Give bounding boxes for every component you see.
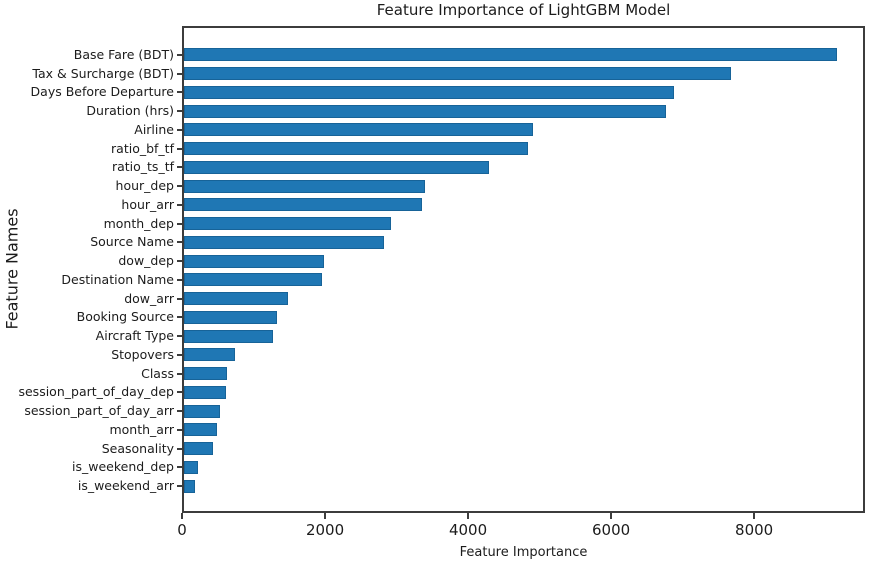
y-tick-mark <box>177 485 182 488</box>
bar <box>184 423 217 437</box>
y-tick-label: Source Name <box>90 234 174 250</box>
x-tick-label: 8000 <box>735 521 774 539</box>
bar <box>184 254 324 268</box>
y-tick-label: Airline <box>134 121 174 137</box>
y-tick-label: month_arr <box>109 421 174 437</box>
y-tick-mark <box>177 91 182 94</box>
bar <box>184 217 391 231</box>
y-tick-label: is_weekend_arr <box>77 478 174 494</box>
y-tick-mark <box>177 447 182 450</box>
y-tick-label: hour_arr <box>121 196 174 212</box>
y-tick-mark <box>177 335 182 338</box>
bar <box>184 460 198 474</box>
y-tick-label: Aircraft Type <box>95 328 174 344</box>
y-tick-mark <box>177 185 182 188</box>
y-tick-mark <box>177 166 182 169</box>
y-tick-label: Destination Name <box>61 271 174 287</box>
bar <box>184 235 384 249</box>
y-tick-mark <box>177 466 182 469</box>
y-tick-label: ratio_bf_tf <box>111 140 174 156</box>
y-tick-label: Seasonality <box>101 440 174 456</box>
y-tick-mark <box>177 203 182 206</box>
bar <box>184 367 227 381</box>
bar <box>184 273 322 287</box>
bar <box>184 85 674 99</box>
y-tick-label: Booking Source <box>76 309 174 325</box>
y-tick-label: Class <box>141 365 174 381</box>
y-tick-label: dow_dep <box>118 253 174 269</box>
bar <box>184 348 235 362</box>
y-tick-label: is_weekend_dep <box>72 459 174 475</box>
bar <box>184 385 226 399</box>
y-tick-label: dow_arr <box>124 290 174 306</box>
y-tick-label: session_part_of_day_arr <box>24 403 174 419</box>
y-tick-mark <box>177 241 182 244</box>
y-tick-mark <box>177 128 182 131</box>
y-tick-mark <box>177 316 182 319</box>
y-tick-mark <box>177 391 182 394</box>
bar <box>184 48 837 62</box>
bar <box>184 67 731 81</box>
y-tick-mark <box>177 260 182 263</box>
x-tick-mark <box>324 513 327 519</box>
x-tick-mark <box>181 513 183 519</box>
x-axis-label: Feature Importance <box>459 545 588 560</box>
bar <box>184 442 213 456</box>
x-tick-mark <box>467 513 470 519</box>
x-tick-mark <box>753 513 756 519</box>
bar <box>184 329 273 343</box>
y-tick-label: Stopovers <box>111 346 174 362</box>
y-tick-mark <box>177 278 182 281</box>
bar <box>184 142 528 156</box>
chart-title: Feature Importance of LightGBM Model <box>376 1 671 19</box>
bar <box>184 404 220 418</box>
bar <box>184 292 288 306</box>
plot-area <box>182 26 865 513</box>
bar <box>184 160 489 174</box>
y-tick-label: Duration (hrs) <box>86 103 174 119</box>
y-tick-mark <box>177 222 182 225</box>
x-tick-label: 6000 <box>592 521 631 539</box>
bar <box>184 123 533 137</box>
y-tick-mark <box>177 372 182 375</box>
x-tick-label: 4000 <box>448 521 488 539</box>
y-tick-mark <box>177 297 182 300</box>
bar <box>184 104 666 118</box>
x-tick-label: 2000 <box>305 521 345 539</box>
x-tick-mark <box>610 513 613 519</box>
bar <box>184 179 425 193</box>
y-tick-label: Base Fare (BDT) <box>73 46 174 62</box>
y-tick-mark <box>177 353 182 356</box>
y-tick-label: Days Before Departure <box>30 84 174 100</box>
y-tick-label: session_part_of_day_dep <box>18 384 174 400</box>
y-tick-mark <box>177 110 182 113</box>
y-tick-mark <box>177 53 182 56</box>
y-tick-mark <box>177 147 182 150</box>
y-tick-label: month_dep <box>103 215 174 231</box>
y-tick-label: hour_dep <box>115 178 174 194</box>
bar <box>184 479 195 493</box>
x-tick-label: 0 <box>177 521 187 539</box>
y-tick-label: Tax & Surcharge (BDT) <box>32 65 174 81</box>
y-tick-mark <box>177 72 182 75</box>
bar <box>184 310 277 324</box>
bar <box>184 198 422 212</box>
y-tick-label: ratio_ts_tf <box>111 159 174 175</box>
y-tick-mark <box>177 410 182 413</box>
y-tick-mark <box>177 428 182 431</box>
